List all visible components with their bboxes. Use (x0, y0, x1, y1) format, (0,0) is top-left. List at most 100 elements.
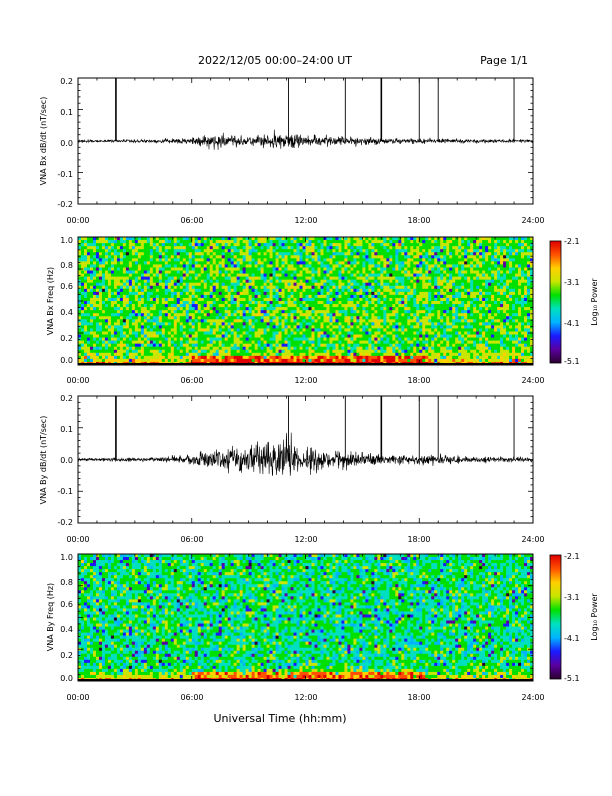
spectrogram-cell (270, 280, 273, 283)
spectrogram-cell (401, 277, 404, 280)
spectrogram-cell (434, 319, 437, 322)
spectrogram-cell (300, 261, 303, 264)
spectrogram-cell (306, 295, 309, 298)
spectrogram-cell (326, 319, 329, 322)
spectrogram-cell (332, 298, 335, 301)
spectrogram-cell (162, 307, 165, 310)
spectrogram-cell (521, 316, 524, 319)
spectrogram-cell (282, 286, 285, 289)
spectrogram-cell (503, 249, 506, 252)
spectrogram-cell (141, 274, 144, 277)
spectrogram-cell (231, 307, 234, 310)
spectrogram-cell (111, 280, 114, 283)
spectrogram-cell (416, 274, 419, 277)
spectrogram-cell (303, 280, 306, 283)
spectrogram-cell (404, 274, 407, 277)
spectrogram-cell (126, 237, 129, 240)
spectrogram-cell (458, 307, 461, 310)
spectrogram-cell (407, 280, 410, 283)
spectrogram-cell (413, 331, 416, 334)
spectrogram-cell (368, 237, 371, 240)
spectrogram-cell (240, 301, 243, 304)
spectrogram-cell (494, 264, 497, 267)
spectrogram-cell (476, 271, 479, 274)
spectrogram-cell (428, 328, 431, 331)
spectrogram-cell (225, 301, 228, 304)
spectrogram-cell (521, 249, 524, 252)
spectrogram-cell (338, 289, 341, 292)
spectrogram-cell (159, 240, 162, 243)
spectrogram-cell (303, 307, 306, 310)
spectrogram-cell (108, 331, 111, 334)
spectrogram-cell (171, 240, 174, 243)
spectrogram-cell (276, 292, 279, 295)
spectrogram-cell (252, 316, 255, 319)
spectrogram-cell (120, 240, 123, 243)
spectrogram-cell (401, 240, 404, 243)
spectrogram-cell (524, 240, 527, 243)
spectrogram-cell (311, 237, 314, 240)
spectrogram-cell (279, 237, 282, 240)
spectrogram-cell (398, 261, 401, 264)
spectrogram-cell (264, 240, 267, 243)
spectrogram-cell (207, 331, 210, 334)
spectrogram-cell (249, 292, 252, 295)
spectrogram-cell (500, 261, 503, 264)
spectrogram-cell (246, 313, 249, 316)
spectrogram-cell (186, 277, 189, 280)
spectrogram-cell (282, 304, 285, 307)
spectrogram-cell (237, 258, 240, 261)
spectrogram-cell (78, 286, 81, 289)
spectrogram-cell (120, 313, 123, 316)
spectrogram-cell (252, 240, 255, 243)
spectrogram-cell (264, 289, 267, 292)
spectrogram-cell (219, 301, 222, 304)
spectrogram-cell (383, 331, 386, 334)
spectrogram-cell (108, 304, 111, 307)
spectrogram-cell (87, 252, 90, 255)
spectrogram-cell (410, 313, 413, 316)
spectrogram-cell (524, 292, 527, 295)
spectrogram-cell (303, 277, 306, 280)
spectrogram-cell (78, 252, 81, 255)
spectrogram-cell (153, 240, 156, 243)
spectrogram-cell (240, 252, 243, 255)
spectrogram-cell (497, 252, 500, 255)
spectrogram-cell (258, 325, 261, 328)
spectrogram-cell (332, 249, 335, 252)
spectrogram-cell (332, 292, 335, 295)
spectrogram-cell (186, 261, 189, 264)
spectrogram-cell (332, 328, 335, 331)
spectrogram-cell (135, 246, 138, 249)
spectrogram-cell (422, 240, 425, 243)
spectrogram-cell (380, 286, 383, 289)
spectrogram-cell (413, 271, 416, 274)
spectrogram-cell (252, 267, 255, 270)
spectrogram-cell (300, 286, 303, 289)
spectrogram-cell (117, 328, 120, 331)
spectrogram-cell (506, 237, 509, 240)
spectrogram-cell (488, 325, 491, 328)
spectrogram-cell (252, 307, 255, 310)
spectrogram-cell (156, 325, 159, 328)
spectrogram-cell (147, 304, 150, 307)
spectrogram-cell (141, 298, 144, 301)
spectrogram-cell (165, 331, 168, 334)
spectrogram-cell (407, 237, 410, 240)
spectrogram-cell (344, 249, 347, 252)
spectrogram-cell (527, 319, 530, 322)
spectrogram-cell (458, 304, 461, 307)
spectrogram-cell (273, 325, 276, 328)
spectrogram-cell (84, 246, 87, 249)
spectrogram-cell (521, 246, 524, 249)
spectrogram-cell (368, 328, 371, 331)
spectrogram-cell (222, 261, 225, 264)
spectrogram-cell (294, 289, 297, 292)
spectrogram-cell (111, 298, 114, 301)
spectrogram-cell (186, 252, 189, 255)
spectrogram-cell (300, 258, 303, 261)
spectrogram-cell (419, 286, 422, 289)
spectrogram-cell (225, 267, 228, 270)
spectrogram-cell (476, 289, 479, 292)
spectrogram-cell (219, 298, 222, 301)
